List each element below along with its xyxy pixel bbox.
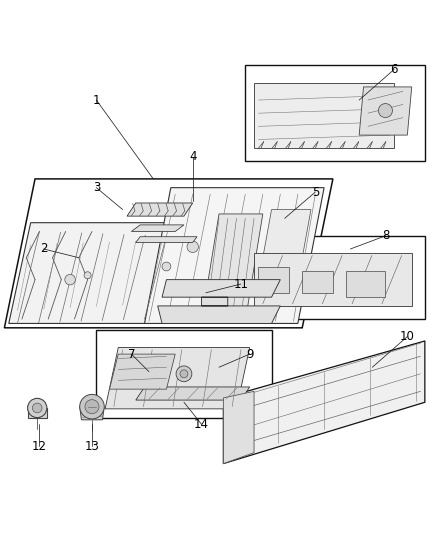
Circle shape [180,370,188,378]
Circle shape [378,103,392,118]
Text: 5: 5 [312,185,319,198]
Text: 9: 9 [246,348,254,361]
Circle shape [176,366,192,382]
Polygon shape [158,280,280,324]
Circle shape [187,241,198,253]
Polygon shape [110,354,175,389]
Polygon shape [80,407,104,420]
Polygon shape [118,361,166,378]
Circle shape [32,403,42,413]
Circle shape [85,400,99,414]
Polygon shape [127,203,193,216]
Circle shape [162,262,171,271]
Circle shape [80,394,104,419]
Text: 10: 10 [400,330,415,343]
Polygon shape [131,225,184,231]
Polygon shape [9,223,175,324]
Polygon shape [96,330,272,418]
Polygon shape [302,271,333,293]
Circle shape [65,274,75,285]
Polygon shape [359,87,412,135]
Text: 13: 13 [85,440,99,453]
Circle shape [28,398,47,418]
Polygon shape [28,408,47,418]
Polygon shape [105,348,250,409]
Polygon shape [245,65,425,161]
Polygon shape [241,236,425,319]
Text: 8: 8 [382,229,389,243]
Text: 1: 1 [92,94,100,107]
Text: 7: 7 [127,348,135,361]
Polygon shape [254,253,412,306]
Text: 2: 2 [40,243,48,255]
Polygon shape [136,387,250,400]
Polygon shape [136,237,197,243]
Text: 11: 11 [233,278,248,290]
Polygon shape [4,179,333,328]
Text: 12: 12 [32,440,47,453]
Polygon shape [201,214,263,321]
Polygon shape [223,391,254,464]
Text: 4: 4 [189,150,197,164]
Text: 14: 14 [194,418,209,431]
Text: 6: 6 [390,63,398,76]
Polygon shape [258,266,289,293]
Polygon shape [223,341,425,464]
Polygon shape [263,209,311,258]
Text: 3: 3 [93,181,100,194]
Polygon shape [145,188,324,324]
Circle shape [84,272,91,279]
Polygon shape [346,271,385,297]
Polygon shape [254,83,394,148]
